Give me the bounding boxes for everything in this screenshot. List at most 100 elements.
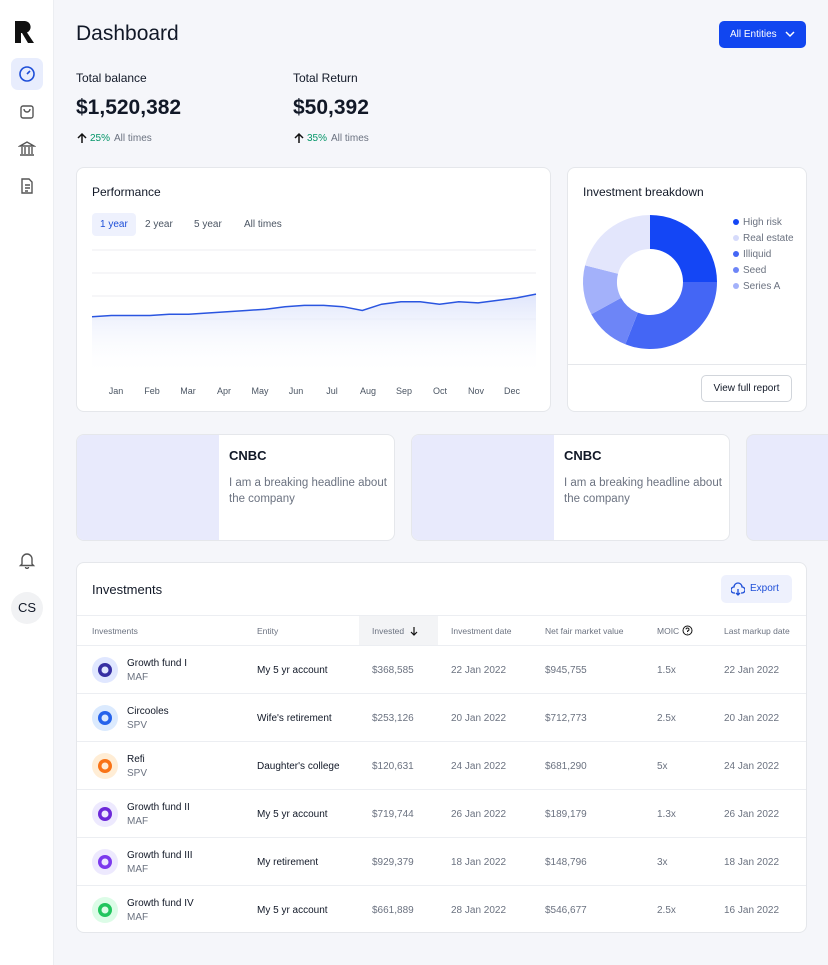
row[interactable] [77, 694, 806, 742]
stat-period: All times [331, 133, 369, 144]
card-title: Investment breakdown [583, 185, 704, 199]
legend-label: Illiquid [743, 249, 771, 260]
cell: 16 Jan 2022 [724, 905, 780, 916]
x-tick-label: Jul [326, 386, 338, 396]
legend-label: Seed [743, 265, 766, 276]
cell: 2.5x [657, 905, 676, 916]
cell: $681,290 [545, 761, 587, 772]
x-tick-label: Apr [217, 386, 231, 396]
avatar[interactable]: CS [11, 592, 43, 624]
cell: $546,677 [545, 905, 587, 916]
row[interactable] [77, 838, 806, 886]
fund-type: SPV [127, 720, 148, 731]
nav-dashboard[interactable] [18, 65, 36, 83]
fund-type: MAF [127, 864, 149, 875]
cell: $368,585 [372, 665, 414, 676]
fund-name: Growth fund I [127, 658, 188, 669]
entity: My 5 yr account [257, 809, 328, 820]
sort-bg [359, 616, 438, 645]
cell: 26 Jan 2022 [451, 809, 507, 820]
column-header: Net fair market value [545, 626, 624, 636]
breakdown-chart: High risk Real estate Illiquid Seed Series A [582, 215, 794, 350]
legend-swatch [733, 283, 739, 289]
cell: 20 Jan 2022 [724, 713, 780, 724]
cell: 18 Jan 2022 [724, 857, 780, 868]
notifications[interactable] [18, 551, 36, 569]
column-header: Investments [92, 626, 138, 636]
row[interactable] [77, 886, 806, 932]
nav-bag[interactable] [18, 102, 36, 120]
cell: 24 Jan 2022 [724, 761, 780, 772]
row[interactable] [77, 742, 806, 790]
news-headline: I am a breaking headline about the compa… [564, 477, 722, 505]
cell: $253,126 [372, 713, 414, 724]
x-tick-label: Feb [144, 386, 160, 396]
view-report-button[interactable]: View full report [701, 375, 792, 402]
entities-label: All Entities [730, 29, 777, 40]
row[interactable] [77, 790, 806, 838]
fund-name: Refi [127, 754, 145, 765]
row-icon [92, 849, 118, 875]
x-tick-label: May [251, 386, 269, 396]
cell: $189,179 [545, 809, 587, 820]
cell: 22 Jan 2022 [724, 665, 780, 676]
page-title: Dashboard [76, 22, 179, 45]
card-title: Investments [92, 582, 163, 597]
entity: My 5 yr account [257, 905, 328, 916]
cell: $148,796 [545, 857, 587, 868]
x-tick-label: Mar [180, 386, 196, 396]
investments-card: Investments Export Investments Entity Inve… [76, 562, 807, 933]
legend-label: Series A [743, 281, 781, 292]
cell: 24 Jan 2022 [451, 761, 507, 772]
tab[interactable]: 1 year [92, 213, 136, 236]
x-tick-label: Dec [504, 386, 521, 396]
tab[interactable]: All times [244, 219, 282, 230]
column-header[interactable]: Invested [372, 626, 405, 636]
breakdown-card: Investment breakdown High risk Real estat… [567, 167, 807, 412]
fund-name: Growth fund IV [127, 898, 194, 909]
column-header: Investment date [451, 626, 512, 636]
x-tick-label: Nov [468, 386, 485, 396]
cell: 1.5x [657, 665, 676, 676]
news-source: CNBC [564, 448, 602, 463]
fund-type: MAF [127, 672, 149, 683]
row-icon [92, 705, 118, 731]
tab[interactable]: 2 year [145, 219, 173, 230]
row-icon [92, 801, 118, 827]
cell: 22 Jan 2022 [451, 665, 507, 676]
stat-value: $1,520,382 [76, 96, 182, 119]
stat-period: All times [114, 133, 152, 144]
cell: 1.3x [657, 809, 676, 820]
cell: 26 Jan 2022 [724, 809, 780, 820]
cell: 3x [657, 857, 668, 868]
legend-label: Real estate [743, 233, 794, 244]
nav-docs[interactable] [18, 177, 36, 195]
export-button[interactable]: Export [721, 575, 792, 603]
x-tick-label: Oct [433, 386, 448, 396]
stat-change: 35% [307, 133, 328, 144]
legend-swatch [733, 251, 739, 257]
cell: $945,755 [545, 665, 587, 676]
entities-button[interactable]: All Entities [719, 21, 806, 48]
help-icon [682, 625, 693, 636]
nav-bank[interactable] [18, 140, 36, 158]
row-icon [92, 657, 118, 683]
entity: My 5 yr account [257, 665, 328, 676]
news-source: CNBC [229, 448, 267, 463]
fund-type: MAF [127, 912, 149, 923]
export-label: Export [750, 583, 779, 594]
donut-slice [591, 297, 638, 345]
divider [568, 364, 806, 365]
column-header: Last markup date [724, 626, 790, 636]
row[interactable] [77, 646, 806, 694]
tab[interactable]: 5 year [194, 219, 222, 230]
cell: 2.5x [657, 713, 676, 724]
legend-swatch [733, 219, 739, 225]
x-tick-label: Jun [289, 386, 304, 396]
stat-change: 25% [90, 133, 111, 144]
header-row [77, 615, 806, 646]
x-tick-label: Jan [109, 386, 124, 396]
stat-label: Total balance [76, 71, 147, 85]
up-arrow [77, 132, 87, 143]
stat-label: Total Return [293, 71, 358, 85]
